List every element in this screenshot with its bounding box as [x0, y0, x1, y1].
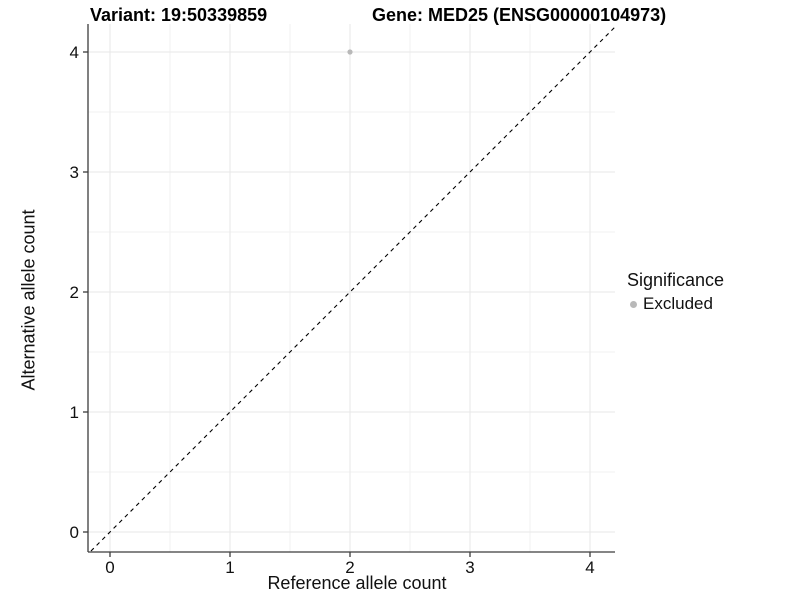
- legend: Significance Excluded: [627, 270, 724, 314]
- legend-item-excluded: Excluded: [630, 294, 724, 314]
- x-tick-label: 4: [585, 558, 594, 577]
- y-tick-label: 2: [70, 283, 79, 302]
- x-tick-label: 2: [345, 558, 354, 577]
- x-tick-label: 3: [465, 558, 474, 577]
- legend-title: Significance: [627, 270, 725, 290]
- y-tick-label: 4: [70, 43, 79, 62]
- y-tick-label: 0: [70, 523, 79, 542]
- x-tick-label: 0: [105, 558, 114, 577]
- legend-point-icon: [630, 300, 637, 308]
- y-axis-label: Alternative allele count: [18, 209, 39, 391]
- legend-item-label: Excluded: [643, 294, 713, 313]
- variant-title: Variant: 19:50339859: [90, 5, 268, 25]
- gene-title: Gene: MED25 (ENSG00000104973): [372, 5, 667, 25]
- y-tick-label: 3: [70, 163, 79, 182]
- identity-line: [89, 26, 615, 552]
- y-tick-label: 1: [70, 403, 79, 422]
- x-axis-label: Reference allele count: [267, 573, 447, 593]
- x-tick-label: 1: [225, 558, 234, 577]
- data-point: [347, 49, 353, 55]
